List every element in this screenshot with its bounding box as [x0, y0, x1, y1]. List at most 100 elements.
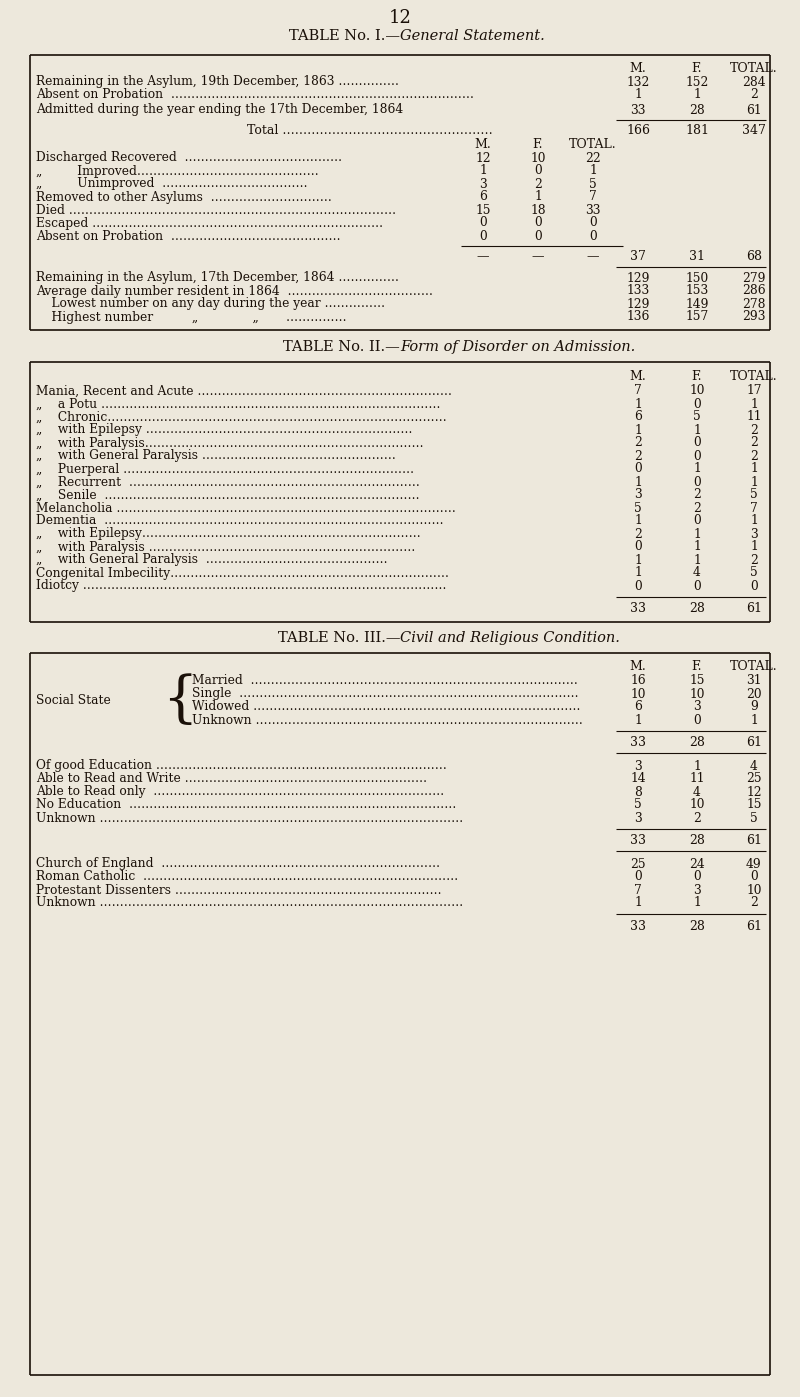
- Text: 0: 0: [534, 165, 542, 177]
- Text: 0: 0: [634, 870, 642, 883]
- Text: 2: 2: [750, 88, 758, 102]
- Text: 1: 1: [750, 541, 758, 553]
- Text: TABLE No. II.—: TABLE No. II.—: [283, 339, 400, 353]
- Text: 10: 10: [690, 799, 705, 812]
- Text: TABLE No. I.—: TABLE No. I.—: [289, 29, 400, 43]
- Text: Form of Disorder on Admission.: Form of Disorder on Admission.: [400, 339, 635, 353]
- Text: 278: 278: [742, 298, 766, 310]
- Text: 61: 61: [746, 736, 762, 750]
- Text: 61: 61: [746, 602, 762, 616]
- Text: 284: 284: [742, 75, 766, 88]
- Text: 279: 279: [742, 271, 766, 285]
- Text: 7: 7: [634, 384, 642, 398]
- Text: 37: 37: [630, 250, 646, 264]
- Text: 0: 0: [479, 229, 487, 243]
- Text: 2: 2: [634, 528, 642, 541]
- Text: Died ………………………………………………………………………: Died ………………………………………………………………………: [36, 204, 396, 217]
- Text: 4: 4: [750, 760, 758, 773]
- Text: 22: 22: [585, 151, 601, 165]
- Text: „    Puerperal ………………………………………………………………: „ Puerperal ………………………………………………………………: [36, 462, 414, 475]
- Text: 17: 17: [746, 384, 762, 398]
- Text: —: —: [532, 250, 544, 264]
- Text: 3: 3: [479, 177, 487, 190]
- Text: „    with General Paralysis  ………………………………………: „ with General Paralysis ………………………………………: [36, 553, 388, 567]
- Text: 1: 1: [634, 88, 642, 102]
- Text: Lowest number on any day during the year ……………: Lowest number on any day during the year…: [36, 298, 385, 310]
- Text: „    with Paralysis …………………………………………………………: „ with Paralysis …………………………………………………………: [36, 541, 415, 553]
- Text: 5: 5: [589, 177, 597, 190]
- Text: 10: 10: [746, 883, 762, 897]
- Text: Of good Education ………………………………………………………………: Of good Education ……………………………………………………………: [36, 760, 447, 773]
- Text: 12: 12: [389, 8, 411, 27]
- Text: 3: 3: [750, 528, 758, 541]
- Text: Able to Read and Write ……………………………………………………: Able to Read and Write ………………………………………………: [36, 773, 427, 785]
- Text: 15: 15: [690, 675, 705, 687]
- Text: 3: 3: [634, 812, 642, 824]
- Text: 14: 14: [630, 773, 646, 785]
- Text: Social State: Social State: [36, 694, 110, 707]
- Text: 28: 28: [689, 919, 705, 933]
- Text: 6: 6: [634, 700, 642, 714]
- Text: „    with Epilepsy……………………………………………………………: „ with Epilepsy……………………………………………………………: [36, 528, 421, 541]
- Text: Single  …………………………………………………………………………: Single …………………………………………………………………………: [192, 687, 578, 700]
- Text: 347: 347: [742, 124, 766, 137]
- Text: 33: 33: [630, 602, 646, 616]
- Text: 1: 1: [693, 528, 701, 541]
- Text: No Education  ………………………………………………………………………: No Education ………………………………………………………………………: [36, 799, 456, 812]
- Text: 15: 15: [475, 204, 490, 217]
- Text: 2: 2: [634, 450, 642, 462]
- Text: 1: 1: [750, 398, 758, 411]
- Text: 25: 25: [630, 858, 646, 870]
- Text: 2: 2: [750, 553, 758, 567]
- Text: 1: 1: [750, 462, 758, 475]
- Text: 28: 28: [689, 834, 705, 848]
- Text: TOTAL.: TOTAL.: [730, 661, 778, 673]
- Text: 12: 12: [475, 151, 491, 165]
- Text: 31: 31: [746, 675, 762, 687]
- Text: 152: 152: [686, 75, 709, 88]
- Text: 4: 4: [693, 785, 701, 799]
- Text: Idiotcy ………………………………………………………………………………: Idiotcy ………………………………………………………………………………: [36, 580, 446, 592]
- Text: 33: 33: [586, 204, 601, 217]
- Text: 1: 1: [634, 897, 642, 909]
- Text: Church of England  ……………………………………………………………: Church of England ……………………………………………………………: [36, 858, 440, 870]
- Text: 136: 136: [626, 310, 650, 324]
- Text: 1: 1: [634, 714, 642, 726]
- Text: 10: 10: [630, 687, 646, 700]
- Text: 0: 0: [693, 436, 701, 450]
- Text: Absent on Probation  ……………………………………: Absent on Probation ……………………………………: [36, 229, 341, 243]
- Text: 2: 2: [750, 450, 758, 462]
- Text: 1: 1: [693, 760, 701, 773]
- Text: M.: M.: [630, 369, 646, 383]
- Text: 153: 153: [686, 285, 709, 298]
- Text: 1: 1: [750, 475, 758, 489]
- Text: 0: 0: [589, 229, 597, 243]
- Text: 7: 7: [589, 190, 597, 204]
- Text: Unknown ………………………………………………………………………………: Unknown ………………………………………………………………………………: [36, 897, 463, 909]
- Text: 1: 1: [750, 714, 758, 726]
- Text: „    Chronic…………………………………………………………………………: „ Chronic…………………………………………………………………………: [36, 411, 446, 423]
- Text: Dementia  …………………………………………………………………………: Dementia …………………………………………………………………………: [36, 514, 444, 528]
- Text: 1: 1: [693, 553, 701, 567]
- Text: 61: 61: [746, 103, 762, 116]
- Text: Congenital Imbecility……………………………………………………………: Congenital Imbecility……………………………………………………: [36, 567, 449, 580]
- Text: 1: 1: [693, 897, 701, 909]
- Text: 1: 1: [634, 514, 642, 528]
- Text: 3: 3: [693, 883, 701, 897]
- Text: —: —: [586, 250, 599, 264]
- Text: F.: F.: [692, 369, 702, 383]
- Text: Admitted during the year ending the 17th December, 1864: Admitted during the year ending the 17th…: [36, 103, 403, 116]
- Text: 2: 2: [750, 897, 758, 909]
- Text: Unknown ………………………………………………………………………: Unknown ………………………………………………………………………: [192, 714, 583, 726]
- Text: 33: 33: [630, 736, 646, 750]
- Text: 181: 181: [685, 124, 709, 137]
- Text: Melancholia …………………………………………………………………………: Melancholia …………………………………………………………………………: [36, 502, 456, 514]
- Text: 5: 5: [634, 502, 642, 514]
- Text: 31: 31: [689, 250, 705, 264]
- Text: 0: 0: [534, 217, 542, 229]
- Text: 0: 0: [693, 398, 701, 411]
- Text: 7: 7: [750, 502, 758, 514]
- Text: 0: 0: [693, 475, 701, 489]
- Text: 20: 20: [746, 687, 762, 700]
- Text: 5: 5: [750, 812, 758, 824]
